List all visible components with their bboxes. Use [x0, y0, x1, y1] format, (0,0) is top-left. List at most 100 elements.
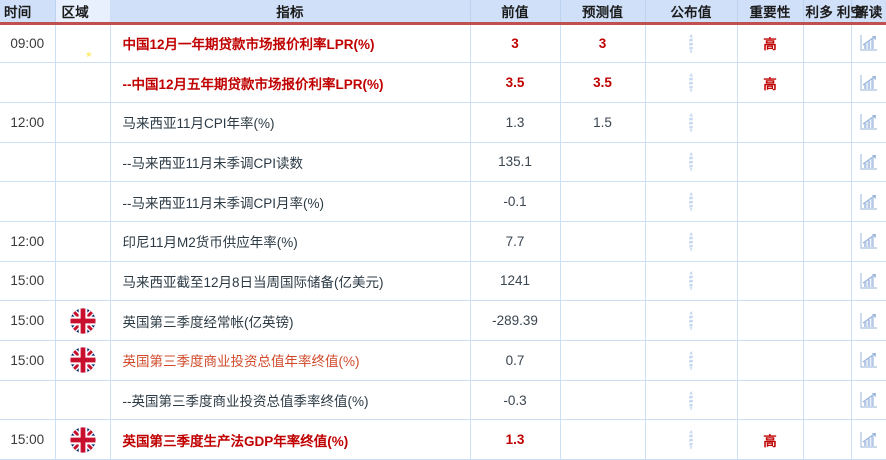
table-row[interactable]: --中国12月五年期贷款市场报价利率LPR(%) 3.5 3.5 高	[0, 62, 886, 103]
cell-interpretation[interactable]	[851, 221, 886, 262]
table-row[interactable]: --马来西亚11月未季调CPI月率(%) -0.1	[0, 181, 886, 222]
cell-importance: 高	[737, 23, 804, 64]
cell-interpretation[interactable]	[851, 261, 886, 302]
cell-interpretation[interactable]	[851, 340, 886, 381]
cell-forecast	[560, 261, 646, 302]
loading-spinner-icon	[689, 271, 693, 291]
chart-icon[interactable]	[859, 391, 878, 409]
column-header-importance[interactable]: 重要性	[737, 0, 804, 25]
cell-importance	[737, 380, 804, 421]
cell-bias	[803, 62, 852, 103]
cell-time: 12:00	[0, 221, 56, 262]
cell-bias	[803, 300, 852, 341]
table-row[interactable]: 15:00 马来西亚截至12月8日当周国际储备(亿美元) 1241	[0, 261, 886, 302]
cell-importance	[737, 221, 804, 262]
flag-uk-icon	[69, 347, 96, 373]
cell-region: ★	[55, 23, 111, 64]
chart-icon[interactable]	[859, 232, 878, 250]
cell-time: 12:00	[0, 102, 56, 143]
cell-indicator[interactable]: --马来西亚11月未季调CPI读数	[110, 142, 471, 183]
cell-time	[0, 380, 56, 421]
cell-interpretation[interactable]	[851, 300, 886, 341]
cell-previous: 0.7	[470, 340, 561, 381]
cell-interpretation[interactable]	[851, 142, 886, 183]
cell-published	[645, 23, 738, 64]
cell-indicator[interactable]: 英国第三季度商业投资总值年率终值(%)	[110, 340, 471, 381]
loading-spinner-icon	[689, 112, 693, 132]
chart-icon[interactable]	[859, 351, 878, 369]
column-header-time[interactable]: 时间	[0, 0, 56, 25]
loading-spinner-icon	[689, 430, 693, 450]
cell-bias	[803, 142, 852, 183]
cell-indicator[interactable]: 英国第三季度经常帐(亿英镑)	[110, 300, 471, 341]
cell-interpretation[interactable]	[851, 181, 886, 222]
column-header-previous[interactable]: 前值	[470, 0, 561, 25]
cell-interpretation[interactable]	[851, 102, 886, 143]
cell-bias	[803, 221, 852, 262]
cell-importance	[737, 300, 804, 341]
flag-uk-icon	[69, 427, 96, 453]
cell-importance: 高	[737, 419, 804, 460]
chart-icon[interactable]	[859, 74, 878, 92]
column-header-zone[interactable]: 区域	[55, 0, 111, 25]
chart-icon[interactable]	[859, 34, 878, 52]
cell-bias	[803, 261, 852, 302]
table-row[interactable]: --马来西亚11月未季调CPI读数 135.1	[0, 142, 886, 183]
loading-spinner-icon	[689, 311, 693, 331]
cell-published	[645, 261, 738, 302]
chart-icon[interactable]	[859, 431, 878, 449]
column-header-bias[interactable]: 利多 利空	[803, 0, 864, 25]
column-header-indicator[interactable]: 指标	[110, 0, 471, 25]
table-row[interactable]: 15:00 英国第三季度生产法GDP年率终值(%) 1.3 高	[0, 419, 886, 460]
chart-icon[interactable]	[859, 113, 878, 131]
table-row[interactable]: 09:00★中国12月一年期贷款市场报价利率LPR(%)33高	[0, 23, 886, 64]
table-row[interactable]: --英国第三季度商业投资总值季率终值(%) -0.3	[0, 380, 886, 421]
column-header-interpretation[interactable]: 解读	[851, 0, 886, 25]
cell-time: 15:00	[0, 300, 56, 341]
cell-previous: -0.3	[470, 380, 561, 421]
cell-indicator[interactable]: --英国第三季度商业投资总值季率终值(%)	[110, 380, 471, 421]
cell-published	[645, 300, 738, 341]
cell-indicator[interactable]: 中国12月一年期贷款市场报价利率LPR(%)	[110, 23, 471, 64]
cell-region	[55, 62, 111, 103]
cell-region	[55, 380, 111, 421]
column-header-published[interactable]: 公布值	[645, 0, 738, 25]
chart-icon[interactable]	[859, 153, 878, 171]
cell-time: 15:00	[0, 340, 56, 381]
cell-region	[55, 181, 111, 222]
cell-published	[645, 419, 738, 460]
table-row[interactable]: 15:00 英国第三季度经常帐(亿英镑) -289.39	[0, 300, 886, 341]
cell-interpretation[interactable]	[851, 62, 886, 103]
cell-indicator[interactable]: 英国第三季度生产法GDP年率终值(%)	[110, 419, 471, 460]
cell-interpretation[interactable]	[851, 23, 886, 64]
cell-indicator[interactable]: 马来西亚截至12月8日当周国际储备(亿美元)	[110, 261, 471, 302]
loading-spinner-icon	[689, 192, 693, 212]
cell-published	[645, 62, 738, 103]
cell-published	[645, 340, 738, 381]
cell-indicator[interactable]: --马来西亚11月未季调CPI月率(%)	[110, 181, 471, 222]
chart-icon[interactable]	[859, 312, 878, 330]
cell-indicator[interactable]: 印尼11月M2货币供应年率(%)	[110, 221, 471, 262]
flag-uk-icon	[69, 308, 96, 334]
cell-previous: 3	[470, 23, 561, 64]
cell-interpretation[interactable]	[851, 419, 886, 460]
column-header-forecast[interactable]: 预测值	[560, 0, 646, 25]
cell-forecast	[560, 300, 646, 341]
cell-indicator[interactable]: 马来西亚11月CPI年率(%)	[110, 102, 471, 143]
cell-previous: 1241	[470, 261, 561, 302]
cell-forecast: 3.5	[560, 62, 646, 103]
cell-interpretation[interactable]	[851, 380, 886, 421]
cell-published	[645, 380, 738, 421]
cell-previous: 1.3	[470, 419, 561, 460]
cell-previous: 1.3	[470, 102, 561, 143]
cell-indicator[interactable]: --中国12月五年期贷款市场报价利率LPR(%)	[110, 62, 471, 103]
chart-icon[interactable]	[859, 193, 878, 211]
cell-previous: -289.39	[470, 300, 561, 341]
table-row[interactable]: 12:00 马来西亚11月CPI年率(%) 1.3 1.5	[0, 102, 886, 143]
cell-time: 15:00	[0, 261, 56, 302]
cell-region	[55, 300, 111, 341]
cell-bias	[803, 23, 852, 64]
table-row[interactable]: 12:00 印尼11月M2货币供应年率(%) 7.7	[0, 221, 886, 262]
table-row[interactable]: 15:00 英国第三季度商业投资总值年率终值(%) 0.7	[0, 340, 886, 381]
chart-icon[interactable]	[859, 272, 878, 290]
